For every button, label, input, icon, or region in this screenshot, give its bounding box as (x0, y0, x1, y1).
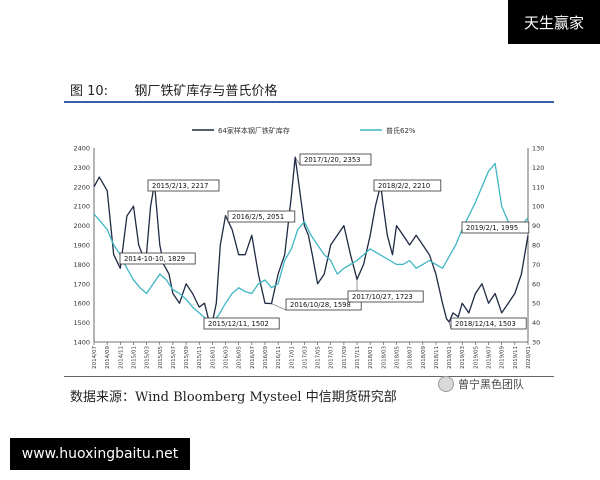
annotation-label: 2015/2/13, 2217 (152, 182, 208, 190)
annotation-label: 2017/1/20, 2353 (304, 156, 360, 164)
figure-title-text: 钢厂铁矿库存与普氏价格 (134, 84, 278, 99)
x-tick-label: 2017/07 (329, 346, 335, 369)
y-left-tick-label: 2100 (73, 203, 90, 211)
legend-label-platts: 普氏62% (386, 126, 416, 135)
y-left-tick-label: 1800 (73, 261, 90, 269)
x-tick-label: 2019/01 (447, 346, 453, 369)
y-left-tick-label: 2300 (73, 164, 90, 172)
chart-legend: 64家样本钢厂铁矿库存 普氏62% (192, 126, 416, 135)
y-right-tick-label: 40 (532, 319, 540, 327)
x-tick-label: 2020/01 (526, 346, 532, 369)
y-right-tick-label: 110 (532, 183, 544, 191)
legend-label-inventory: 64家样本钢厂铁矿库存 (218, 126, 290, 135)
x-tick-label: 2016/07 (250, 346, 256, 369)
x-tick-label: 2017/05 (316, 346, 322, 369)
x-tick-label: 2018/01 (368, 346, 374, 369)
y-right-tick-label: 80 (532, 242, 540, 250)
figure-number: 图 10: (70, 84, 109, 99)
annotation-box (147, 179, 220, 192)
annotation-box (373, 179, 442, 192)
annotation-label: 2018/2/2, 2210 (378, 182, 430, 190)
x-tick-label: 2015/05 (158, 346, 164, 369)
annotation-box (461, 221, 530, 234)
chart-axes: 1400 1500 1600 1700 1800 1900 2000 2100 2200 2300… (73, 145, 544, 369)
x-tick-label: 2014/11 (118, 346, 124, 369)
wechat-watermark: 曾宁黑色团队 (438, 376, 524, 392)
x-tick-label: 2015/03 (145, 346, 151, 369)
x-tick-label: 2017/09 (342, 346, 348, 369)
annotation-leader (225, 215, 229, 223)
x-tick-label: 2019/07 (487, 346, 493, 369)
source-rule (64, 376, 554, 377)
y-left-tick-label: 1500 (73, 319, 90, 327)
annotation-label: 2016/2/5, 2051 (232, 213, 284, 221)
annotation-box (119, 252, 196, 265)
x-tick-label: 2014/07 (92, 346, 98, 369)
x-tick-label: 2017/11 (355, 346, 361, 369)
wechat-icon (438, 376, 454, 392)
annotation-box (299, 153, 372, 166)
annotation-box (227, 210, 296, 223)
annotation-leader (294, 156, 301, 166)
x-tick-label: 2015/11 (197, 346, 203, 369)
x-tick-label: 2018/09 (421, 346, 427, 369)
annotation-label: 2015/12/11, 1502 (208, 320, 269, 328)
annotation-leader (271, 303, 287, 311)
title-rule (64, 101, 554, 103)
watermark-top-right: 天生赢家 (508, 0, 600, 44)
x-tick-label: 2016/05 (237, 346, 243, 369)
x-tick-label: 2019/03 (460, 346, 466, 369)
y-right-tick-label: 60 (532, 280, 540, 288)
x-tick-label: 2019/09 (500, 346, 506, 369)
x-tick-label: 2016/09 (263, 346, 269, 369)
annotation-label: 2016/10/28, 1598 (290, 301, 351, 309)
x-tick-label: 2018/11 (434, 346, 440, 369)
y-right-tick-label: 90 (532, 222, 540, 230)
y-right-tick-label: 70 (532, 261, 540, 269)
x-tick-label: 2015/07 (171, 346, 177, 369)
annotation-label: 2017/10/27, 1723 (352, 293, 413, 301)
x-tick-label: 2014/09 (105, 346, 111, 369)
x-tick-label: 2015/09 (184, 346, 190, 369)
annotation-box (203, 317, 280, 330)
data-source: 数据来源：Wind Bloomberg Mysteel 中信期货研究部 (70, 390, 397, 405)
annotation-box (450, 317, 527, 330)
series-line-platts (93, 162, 529, 324)
annotation-label: 2014-10-10, 1829 (124, 255, 185, 263)
x-tick-label: 2018/05 (394, 346, 400, 369)
y-right-tick-label: 50 (532, 300, 540, 308)
x-tick-label: 2019/05 (473, 346, 479, 369)
x-tick-label: 2018/07 (408, 346, 414, 369)
x-tick-label: 2015/01 (131, 346, 137, 369)
y-right-tick-label: 100 (532, 203, 544, 211)
chart-annotations: 2014-10-10, 1829 2015/2/13, 2217 2015/12/1… (119, 153, 530, 330)
x-tick-label: 2017/03 (302, 346, 308, 369)
annotation-box (285, 298, 362, 311)
y-right-tick-label: 120 (532, 164, 544, 172)
x-tick-label: 2017/01 (289, 346, 295, 369)
annotation-box (347, 290, 424, 303)
y-left-tick-label: 1700 (73, 280, 90, 288)
y-left-tick-label: 2000 (73, 222, 90, 230)
y-left-tick-label: 2400 (73, 145, 90, 153)
y-right-tick-label: 30 (532, 339, 540, 347)
x-tick-label: 2016/03 (224, 346, 230, 369)
x-tick-label: 2018/03 (381, 346, 387, 369)
x-tick-label: 2019/11 (513, 346, 519, 369)
y-left-tick-label: 1600 (73, 300, 90, 308)
y-left-tick-label: 2200 (73, 183, 90, 191)
y-left-tick-label: 1900 (73, 242, 90, 250)
figure-title: 图 10: 钢厂铁矿库存与普氏价格 (70, 80, 277, 99)
y-left-tick-label: 1400 (73, 339, 90, 347)
x-tick-label: 2016/11 (276, 346, 282, 369)
annotation-label: 2019/2/1, 1995 (466, 224, 518, 232)
annotation-label: 2018/12/14, 1503 (455, 320, 516, 328)
watermark-bottom-url: www.huoxingbaitu.net (10, 438, 190, 470)
y-right-tick-label: 130 (532, 145, 544, 153)
wechat-label: 曾宁黑色团队 (458, 378, 524, 391)
x-tick-label: 2016/01 (210, 346, 216, 369)
